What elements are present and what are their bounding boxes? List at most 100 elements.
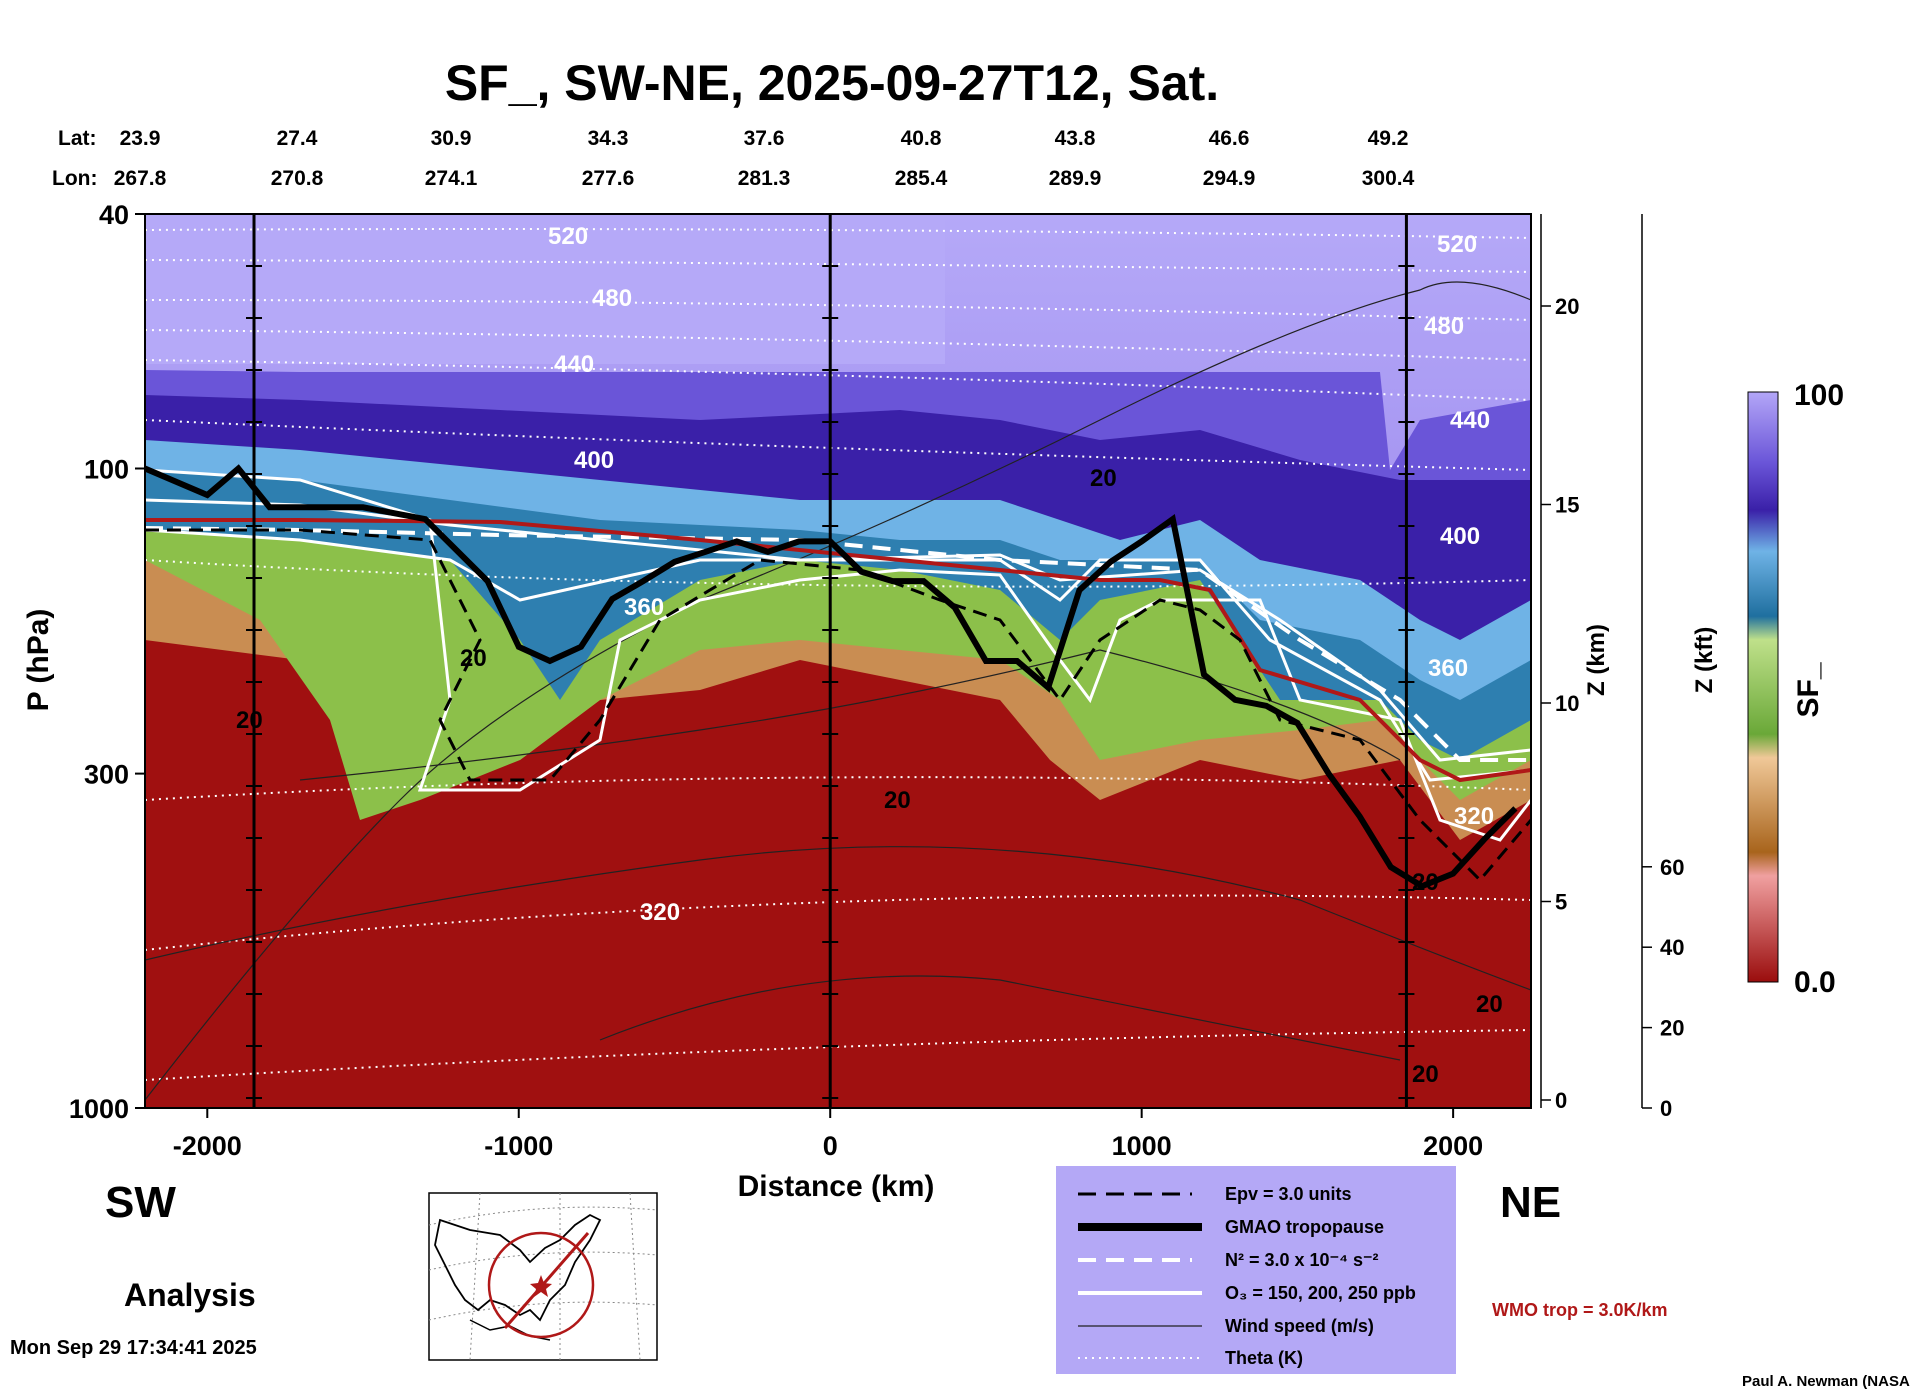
legend-wind-label: Wind speed (m/s) [1225, 1316, 1374, 1336]
map-coastline [434, 1213, 602, 1322]
wind-label: 20 [236, 707, 263, 734]
lon-value: 281.3 [738, 167, 791, 190]
y-tick-label: 300 [84, 760, 129, 790]
legend-gmao-label: GMAO tropopause [1225, 1217, 1384, 1237]
theta-label: 440 [554, 351, 594, 378]
theta-label: 360 [1428, 655, 1468, 682]
lat-lon-header: Lat: Lon: 23.9 27.4 30.9 34.3 37.6 40.8 43.8 46… [52, 127, 1415, 190]
z-kft-tick-label: 0 [1660, 1096, 1672, 1121]
lon-value: 294.9 [1203, 167, 1256, 190]
theta-label: 520 [548, 223, 588, 250]
theta-label: 480 [592, 285, 632, 312]
wind-label: 20 [1476, 991, 1503, 1018]
lat-value: 46.6 [1209, 127, 1250, 150]
x-tick-label: 0 [823, 1131, 838, 1161]
lon-value: 267.8 [114, 167, 167, 190]
z-km-tick-label: 10 [1555, 691, 1579, 716]
theta-label: 440 [1450, 407, 1490, 434]
gmao-tropopause [145, 464, 1518, 890]
lat-value: 40.8 [901, 127, 942, 150]
legend-n2-label: N² = 3.0 x 10⁻⁴ s⁻² [1225, 1250, 1378, 1270]
credit: Paul A. Newman (NASA [1742, 1373, 1910, 1390]
theta-label: 400 [1440, 523, 1480, 550]
theta-contours [145, 228, 1531, 1081]
lat-value: 34.3 [588, 127, 629, 150]
timestamp: Mon Sep 29 17:34:41 2025 [10, 1337, 257, 1359]
colorbar-min-label: 0.0 [1794, 966, 1836, 999]
x-tick-label: -2000 [173, 1131, 242, 1161]
wind-label: 20 [1412, 1061, 1439, 1088]
plot-area [145, 214, 1531, 1108]
lon-value: 274.1 [425, 167, 478, 190]
colorbar-title: SF_ [1792, 662, 1825, 717]
legend: Epv = 3.0 units GMAO tropopause N² = 3.0… [1056, 1166, 1456, 1374]
chart-title: SF_, SW-NE, 2025-09-27T12, Sat. [445, 55, 1219, 111]
wind-label: 20 [460, 645, 487, 672]
y-axis: 40 100 300 1000 [69, 200, 145, 1124]
epv-contour [145, 528, 1531, 883]
y-tick-label: 100 [84, 454, 129, 484]
ne-label: NE [1500, 1178, 1561, 1227]
analysis-label: Analysis [124, 1277, 256, 1313]
lat-value: 30.9 [431, 127, 472, 150]
z-kft-tick-label: 60 [1660, 855, 1684, 880]
lat-value: 23.9 [120, 127, 161, 150]
lat-label: Lat: [58, 127, 97, 150]
n2-contour [145, 526, 1531, 762]
x-axis: -2000 -1000 0 1000 2000 [173, 1108, 1483, 1161]
theta-label: 520 [1437, 231, 1477, 258]
theta-labels: 520 480 440 400 360 320 520 480 440 400 … [548, 223, 1494, 926]
colorbar: 100 0.0 SF_ [1747, 379, 1844, 999]
legend-theta-label: Theta (K) [1225, 1348, 1303, 1368]
z-km-axis: 0 5 10 15 20 [1540, 214, 1579, 1113]
z-km-tick-label: 15 [1555, 493, 1579, 518]
theta-label: 360 [624, 594, 664, 621]
colorbar-max-label: 100 [1794, 379, 1844, 412]
z-kft-axis: 0 20 40 60 [1641, 214, 1684, 1121]
x-tick-label: 1000 [1112, 1131, 1172, 1161]
z-kft-tick-label: 20 [1660, 1016, 1684, 1041]
legend-o3-label: O₃ = 150, 200, 250 ppb [1225, 1283, 1416, 1303]
x-tick-label: -1000 [484, 1131, 553, 1161]
lat-value: 49.2 [1368, 127, 1409, 150]
legend-epv-label: Epv = 3.0 units [1225, 1184, 1352, 1204]
map-graticule [428, 1192, 658, 1361]
upper-stratosphere [145, 214, 945, 364]
lon-value: 300.4 [1362, 167, 1415, 190]
x-axis-label: Distance (km) [738, 1170, 935, 1203]
z-km-tick-label: 0 [1555, 1088, 1567, 1113]
y-axis-label: P (hPa) [22, 609, 55, 712]
lon-label: Lon: [52, 167, 97, 190]
lat-value: 37.6 [744, 127, 785, 150]
inset-map [428, 1192, 658, 1361]
vertical-markers [246, 214, 1415, 1108]
map-range-circle [487, 1231, 595, 1339]
wmo-tropopause [145, 518, 1531, 783]
z-kft-axis-label: Z (kft) [1691, 627, 1718, 694]
lon-value: 270.8 [271, 167, 324, 190]
lat-value: 27.4 [277, 127, 318, 150]
lon-value: 277.6 [582, 167, 635, 190]
z-kft-tick-label: 40 [1660, 935, 1684, 960]
lat-value: 43.8 [1055, 127, 1096, 150]
wmo-label: WMO trop = 3.0K/km [1492, 1300, 1668, 1320]
theta-label: 480 [1424, 313, 1464, 340]
colorbar-ramp [1747, 391, 1779, 983]
x-tick-label: 2000 [1423, 1131, 1483, 1161]
lon-value: 289.9 [1049, 167, 1102, 190]
wind-label: 20 [1412, 869, 1439, 896]
plot-frame [144, 213, 1532, 1109]
legend-box [1056, 1166, 1456, 1374]
wind-labels: 20 20 20 20 20 20 20 [236, 465, 1503, 1088]
map-frame [428, 1192, 658, 1361]
lon-value: 285.4 [895, 167, 948, 190]
y-tick-label: 40 [99, 200, 129, 230]
map-center-star-icon [530, 1275, 552, 1297]
y-tick-label: 1000 [69, 1094, 129, 1124]
sw-label: SW [105, 1178, 176, 1227]
wind-label: 20 [884, 787, 911, 814]
theta-label: 400 [574, 447, 614, 474]
wind-contours [145, 281, 1531, 1101]
wind-label: 20 [1090, 465, 1117, 492]
